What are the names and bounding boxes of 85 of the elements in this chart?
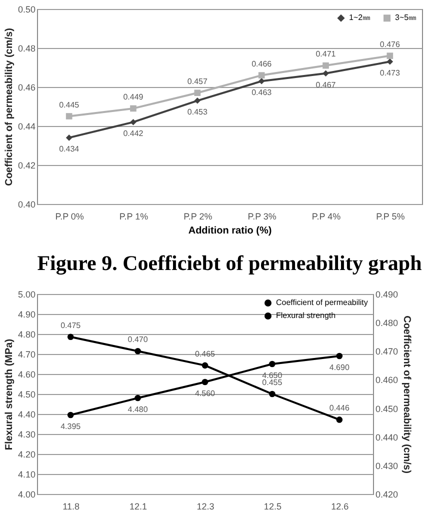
y2-tick-label: 0.430	[376, 460, 398, 471]
point	[336, 352, 343, 360]
y-tick-label: 0.46	[18, 82, 36, 92]
y-tick-label: 4.20	[18, 450, 36, 460]
y-tick-label: 0.40	[18, 200, 36, 210]
point	[258, 78, 265, 84]
y2-tick-label: 0.490	[376, 290, 398, 300]
legend-label: 3~5㎜	[395, 13, 417, 22]
y2-tick-label: 0.460	[376, 375, 398, 386]
data-label: 0.466	[252, 59, 272, 68]
x-axis-title: Addition ratio (%)	[188, 226, 272, 236]
point	[322, 62, 329, 69]
y-tick-label: 4.10	[18, 470, 36, 480]
y-axis-title: Coefficient of permeability (cm/s)	[4, 28, 15, 186]
data-label: 0.449	[123, 92, 144, 102]
point	[66, 134, 72, 141]
data-label: 0.463	[252, 88, 272, 98]
text: Figure 9. Coefficiebt of permeability graph	[37, 251, 422, 275]
y-tick-label: 0.44	[18, 122, 36, 132]
data-label: 0.470	[128, 335, 148, 344]
data-label: 0.475	[60, 320, 82, 330]
y-tick-label: 0.48	[18, 44, 36, 54]
point	[130, 105, 136, 112]
y-tick-label: 4.30	[18, 430, 36, 440]
point	[194, 97, 201, 104]
point	[130, 118, 136, 126]
x-tick-label: P.P 4%	[312, 212, 341, 222]
y-tick-label: 4.50	[18, 390, 36, 400]
data-label: 0.446	[329, 404, 350, 413]
x-tick-label: 12.6	[331, 502, 349, 512]
y2-tick-label: 0.480	[376, 318, 398, 328]
y2-tick-label: 0.470	[376, 346, 398, 357]
point	[386, 58, 394, 65]
x-tick-label: 12.5	[264, 502, 282, 512]
y-tick-label: 4.60	[18, 370, 36, 380]
legend-label: Coefficient of permeability	[276, 298, 368, 307]
point	[66, 113, 72, 120]
y-axis-title: Flexural strength (MPa)	[4, 338, 15, 450]
data-label: 4.690	[329, 363, 350, 372]
point	[269, 360, 276, 368]
point	[67, 334, 74, 340]
x-tick-label: 12.1	[130, 502, 148, 512]
y-tick-label: 0.50	[18, 4, 36, 14]
point	[258, 72, 265, 78]
data-label: 0.442	[123, 129, 144, 138]
x-tick-label: P.P 1%	[119, 212, 148, 222]
y-tick-label: 4.90	[18, 310, 36, 320]
y-tick-label: 0.42	[18, 160, 36, 170]
y2-tick-label: 0.420	[376, 490, 398, 500]
y2-axis-title: Coefficient of permeability (cm/s)	[401, 316, 412, 474]
y-tick-label: 4.40	[18, 410, 36, 420]
point	[134, 348, 141, 354]
y2-tick-label: 0.440	[376, 432, 398, 442]
y-tick-label: 4.70	[18, 350, 36, 360]
data-label: 0.471	[316, 50, 336, 59]
data-label: 0.476	[380, 40, 400, 49]
y-tick-label: 5.00	[18, 290, 36, 300]
point	[202, 378, 208, 386]
x-tick-label: 12.3	[196, 502, 214, 512]
y-tick-label: 4.80	[18, 330, 36, 340]
point	[67, 412, 74, 418]
point	[336, 416, 343, 423]
data-label: 0.434	[59, 144, 80, 154]
point	[386, 52, 394, 59]
point	[134, 394, 141, 402]
y2-tick-label: 0.450	[376, 404, 398, 414]
data-label: 4.480	[128, 405, 148, 414]
x-tick-label: P.P 0%	[55, 212, 84, 222]
data-label: 0.445	[59, 100, 80, 110]
point	[194, 90, 201, 96]
point	[322, 70, 329, 77]
x-tick-label: 11.8	[62, 502, 80, 512]
x-tick-label: P.P 2%	[184, 212, 212, 222]
point	[269, 390, 276, 398]
x-tick-label: P.P 3%	[248, 212, 276, 222]
data-label: 4.395	[60, 422, 82, 431]
y-tick-label: 4.00	[18, 490, 36, 500]
x-tick-label: P.P 5%	[376, 212, 405, 222]
legend-label: 1~2㎜	[349, 13, 371, 22]
point	[202, 362, 208, 369]
data-label: 0.473	[380, 68, 400, 78]
data-label: 0.453	[187, 108, 208, 117]
legend-label: Flexural strength	[276, 311, 336, 320]
data-label: 0.455	[262, 378, 283, 387]
data-label: 0.457	[187, 76, 208, 86]
